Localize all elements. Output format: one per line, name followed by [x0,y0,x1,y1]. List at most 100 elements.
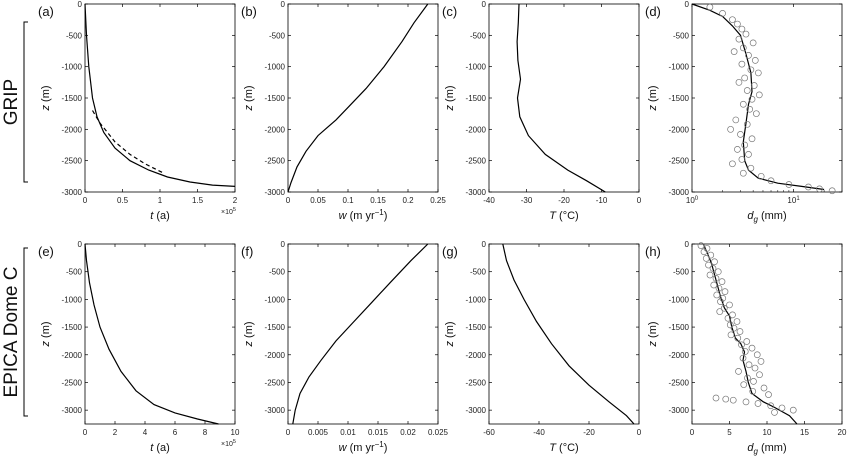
data-point [749,39,757,47]
y-tick-label: -1000 [265,63,286,72]
row-label-epica-group: EPICA Dome C [1,247,28,417]
y-tick-label: -2500 [466,378,487,387]
y-axis-variable: z [40,341,52,348]
y-tick-label: -2000 [669,351,690,360]
data-point [739,169,747,177]
data-point [726,301,733,309]
row-label-grip: GRIP [1,79,22,125]
plot-frame [691,3,843,193]
panel-c: -40 -30 -20 -10 0 -3000 -2500 -2000 -1500 -1000 -5… [442,0,642,222]
x-axis-label: t (a) [150,210,170,222]
x-axis-superscript: −1 [375,208,385,217]
y-tick-label: -2500 [265,378,286,387]
panel-label: (f) [241,244,253,259]
data-point [757,358,765,365]
data-point [739,44,747,52]
x-tick-label: -60 [483,428,495,437]
plot-frame [84,3,236,193]
x-axis-unit: (mm) [758,442,787,454]
data-point [752,110,760,118]
data-point [702,255,710,262]
x-axis-unit: (°C) [556,442,579,454]
data-point [741,141,749,149]
data-point [709,265,717,272]
data-point [734,20,741,28]
data-point [730,48,738,55]
y-tick-label: -1000 [466,295,487,304]
y-tick-label: -3000 [62,188,83,197]
data-point [707,251,715,259]
x-axis-variable: d [747,442,754,454]
x-axis-unit: (a) [153,210,170,222]
y-tick-label: -1000 [265,295,286,304]
y-tick-label: -1000 [466,63,487,72]
y-tick-label: -1500 [62,94,83,103]
panel-label: (a) [38,4,54,19]
data-point [744,374,751,382]
data-point [767,402,775,410]
data-point [737,130,744,138]
data-point [750,378,757,385]
y-tick-label: -2000 [62,125,83,134]
data-point [727,125,734,133]
x-tick-label: 20 [838,428,847,437]
data-point [778,404,786,412]
data-point [751,57,759,64]
y-axis-variable: z [444,105,456,112]
y-axis-label: z (m) [647,321,659,347]
y-axis-label: z (m) [444,85,456,111]
x-tick-label: 0.25 [430,196,446,205]
x-tick-label: 0.5 [117,196,129,205]
data-point [712,274,720,282]
x-tick-label: 5 [727,428,732,437]
x-tick-exponent: 0 [695,196,699,202]
x-axis-variable: t [150,442,154,454]
y-axis-unit: (m) [243,321,255,341]
data-point [745,151,752,158]
y-tick-label: -1000 [62,295,83,304]
x-tick-label: 0 [286,196,291,205]
plot-frame [84,243,236,425]
x-axis-variable: d [747,210,754,222]
y-tick-label: -3000 [669,188,690,197]
x-multiplier-exponent: 5 [233,439,236,445]
y-axis-label: z (m) [444,321,456,347]
x-axis-unit: (°C) [556,210,579,222]
x-axis-variable: T [549,442,557,454]
data-point [717,298,724,305]
y-tick-label: 0 [685,240,690,249]
x-tick-label: -20 [583,428,595,437]
x-axis-label: t (a) [150,442,170,454]
x-axis-superscript: −1 [375,440,385,449]
data-point [711,258,718,266]
y-axis-label: z (m) [243,85,255,111]
data-point [738,25,746,33]
y-axis-unit: (m) [444,321,456,341]
y-axis-unit: (m) [647,85,659,105]
y-tick-label: -1000 [669,63,690,72]
plot-frame [488,3,640,193]
y-axis-label: z (m) [243,321,255,347]
data-point [749,387,757,395]
panel-h: 0 5 10 15 20 -3000 -2500 -2000 -1500 -1000 -500 0 (h… [645,240,847,456]
y-tick-label: -2000 [265,351,286,360]
series-line [84,3,236,187]
y-axis-label: z (m) [40,321,52,347]
x-tick-label: 0 [637,428,642,437]
data-point [760,384,768,392]
x-axis-unit-close: ) [384,210,388,222]
panel-f: 0 0.005 0.01 0.015 0.02 0.025 -3000 -2500 -2000 -… [241,240,449,454]
data-point [732,116,740,124]
x-axis-unit: (m yr [347,442,375,454]
data-point [738,156,746,163]
x-axis-unit-close: ) [384,442,388,454]
x-tick-label: 0 [637,196,642,205]
data-point [735,35,743,43]
data-point [741,348,749,355]
panels: 0 0.5 1 1.5 2×105-3000-2500-2000-1500-1000-5… [38,0,847,456]
y-tick-label: 0 [78,240,83,249]
y-axis-unit: (m) [243,85,255,105]
x-tick-label: 0.025 [428,428,449,437]
data-point [754,400,762,407]
